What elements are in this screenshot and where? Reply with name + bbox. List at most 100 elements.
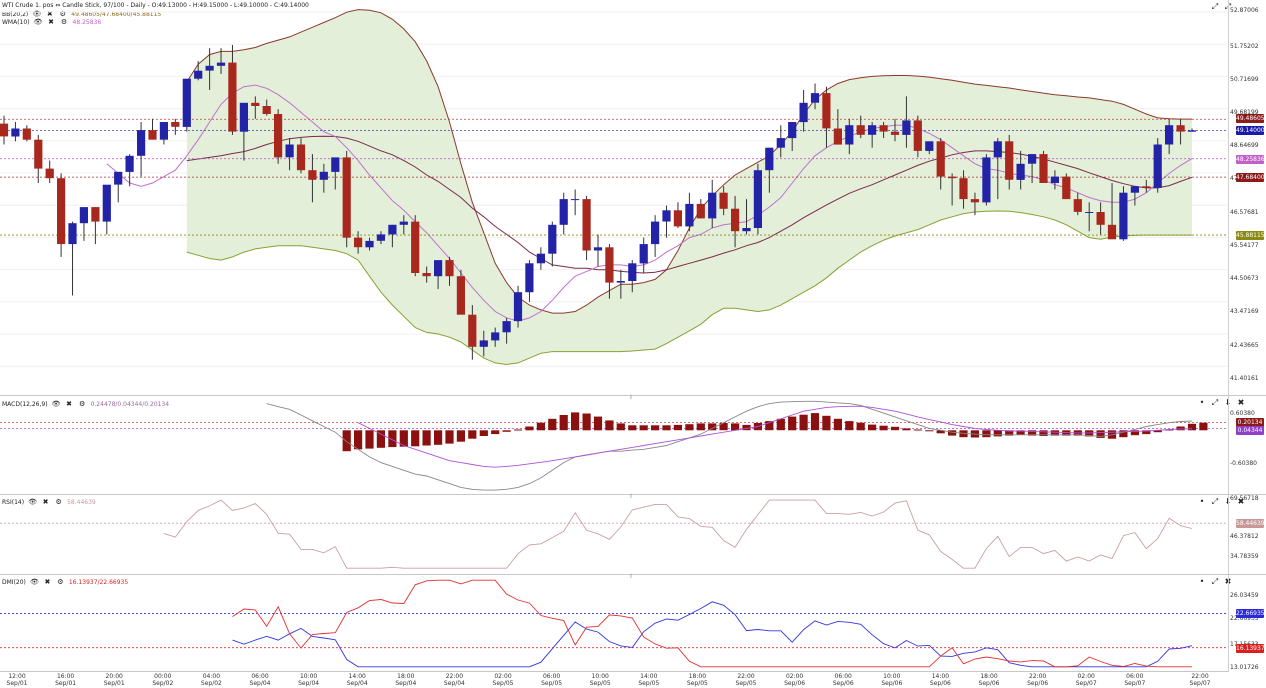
bb-label: BB(20,2)	[2, 10, 29, 18]
macd-histogram-bar	[936, 430, 945, 434]
macd-histogram-bar	[845, 421, 854, 431]
candle-body	[434, 260, 443, 277]
macd-pane: ⁞ MACD(12,26,9) 👁 ✖ ⚙ 0.24478/0.04344/0.…	[0, 394, 1266, 495]
candle-body	[1107, 224, 1117, 240]
candle-body	[1119, 192, 1128, 240]
close-icon[interactable]: ✖	[44, 578, 51, 586]
close-icon[interactable]: ✖	[66, 400, 73, 408]
candle-body	[148, 130, 157, 140]
candle-body	[833, 128, 842, 145]
gear-icon[interactable]: ⚙	[78, 400, 86, 408]
macd-histogram-bar	[651, 425, 660, 431]
candle-body	[159, 122, 168, 140]
time-axis-label: 20:00 Sep/01	[103, 673, 125, 687]
macd-histogram-bar	[993, 430, 1002, 437]
dot-icon[interactable]: •	[1199, 497, 1205, 506]
pane-splitter-handle[interactable]: ⁞	[630, 573, 632, 580]
close-icon[interactable]: ✖	[1237, 398, 1245, 407]
candle-body	[536, 253, 545, 264]
macd-histogram-bar	[948, 430, 957, 436]
candle-body	[239, 102, 248, 132]
macd-line	[266, 400, 1193, 491]
macd-histogram-bar	[559, 415, 568, 431]
rsi-axis: 69.56718 46.37812 34.78359	[1228, 495, 1266, 575]
time-axis-label: 10:00 Sep/05	[589, 673, 611, 687]
time-axis-label: 22:00 Sep/04	[443, 673, 465, 687]
dot-icon[interactable]: •	[1199, 398, 1205, 407]
pane-splitter-handle[interactable]: ⁞	[630, 394, 632, 401]
candle-body	[194, 70, 203, 79]
candle-body	[1050, 176, 1059, 183]
down-arrow-icon[interactable]: ⬇	[1224, 398, 1232, 407]
macd-histogram-bar	[434, 430, 443, 445]
macd-chart[interactable]	[0, 396, 1228, 495]
dmi-chart[interactable]	[0, 575, 1228, 672]
axis-tick-label: 69.56718	[1230, 495, 1259, 502]
price-chart[interactable]	[0, 0, 1228, 395]
gear-icon[interactable]: ⚙	[55, 498, 62, 506]
close-icon[interactable]: ✖	[1224, 577, 1232, 586]
last-value-tag: 0.20134	[1236, 417, 1264, 427]
macd-histogram-bar	[731, 423, 740, 431]
time-axis-label: 14:00 Sep/04	[346, 673, 368, 687]
candle-body	[948, 176, 957, 179]
eye-icon[interactable]: 👁	[32, 10, 42, 18]
macd-histogram-bar	[833, 418, 842, 431]
eye-icon[interactable]: 👁	[33, 18, 43, 26]
candle-body	[285, 144, 294, 158]
pane-splitter-handle[interactable]: ⁞	[630, 493, 632, 500]
macd-histogram-bar	[445, 430, 454, 444]
macd-histogram-bar	[342, 430, 351, 452]
gear-icon[interactable]: ⚙	[60, 18, 68, 26]
macd-signal-line	[357, 405, 1193, 468]
time-axis-label: 06:00 Sep/07	[1124, 673, 1146, 687]
macd-histogram-bar	[388, 430, 397, 448]
candle-body	[251, 102, 260, 106]
last-value-tag: 58.44639	[1236, 519, 1265, 529]
close-icon[interactable]: ✖	[42, 498, 49, 506]
macd-histogram-bar	[708, 423, 717, 431]
candle-body	[890, 131, 900, 135]
expand-icon[interactable]: ⤢	[1211, 497, 1219, 506]
candle-body	[262, 106, 271, 114]
eye-icon[interactable]: 👁	[29, 578, 39, 586]
macd-histogram-bar	[685, 424, 694, 431]
rsi-legend: RSI(14) 👁 ✖ ⚙ 58.44639	[2, 498, 96, 506]
macd-histogram-bar	[399, 430, 408, 447]
macd-histogram-bar	[525, 426, 534, 431]
close-icon[interactable]: ✖	[1237, 497, 1245, 506]
candle-body	[182, 78, 191, 127]
expand-icon[interactable]: ⤢	[1211, 2, 1219, 11]
dmi-pane: ⁞ DMI(20) 👁 ✖ ⚙ 16.13937/22.66935 • ⤢ ✖ …	[0, 573, 1266, 672]
candle-body	[1142, 186, 1151, 188]
eye-icon[interactable]: 👁	[28, 498, 38, 506]
close-icon[interactable]: ✖	[48, 18, 54, 26]
eye-icon[interactable]: 👁	[51, 400, 61, 408]
candle-body	[296, 144, 306, 171]
time-axis-label: 14:00 Sep/06	[929, 673, 951, 687]
dmi-plus-line	[232, 601, 1193, 668]
time-axis[interactable]: 12:00 Sep/01 16:00 Sep/01 20:00 Sep/01 00:00 Se…	[0, 671, 1228, 688]
candle-body	[1039, 154, 1048, 183]
macd-histogram-bar	[411, 430, 420, 447]
dot-icon[interactable]: •	[1199, 577, 1205, 586]
candle-body	[411, 221, 420, 273]
candle-body	[91, 207, 100, 222]
macd-histogram-bar	[628, 425, 637, 431]
macd-histogram-bar	[822, 415, 831, 431]
axis-tick-label: 48.64699	[1230, 142, 1259, 150]
expand-icon[interactable]: ⤢	[1211, 398, 1219, 407]
candle-body	[0, 123, 9, 137]
candle-body	[582, 199, 591, 251]
candle-body	[422, 273, 431, 277]
close-icon[interactable]: ✖	[46, 10, 53, 18]
rsi-chart[interactable]	[0, 495, 1228, 575]
down-arrow-icon[interactable]: ⬇	[1224, 497, 1232, 506]
gear-icon[interactable]: ⚙	[57, 578, 64, 586]
axis-tick-label: 41.40161	[1230, 374, 1259, 382]
expand-icon[interactable]: ⤢	[1211, 577, 1219, 586]
gear-icon[interactable]: ⚙	[59, 10, 66, 18]
time-axis-label: 02:00 Sep/06	[784, 673, 806, 687]
macd-histogram-bar	[479, 430, 488, 436]
